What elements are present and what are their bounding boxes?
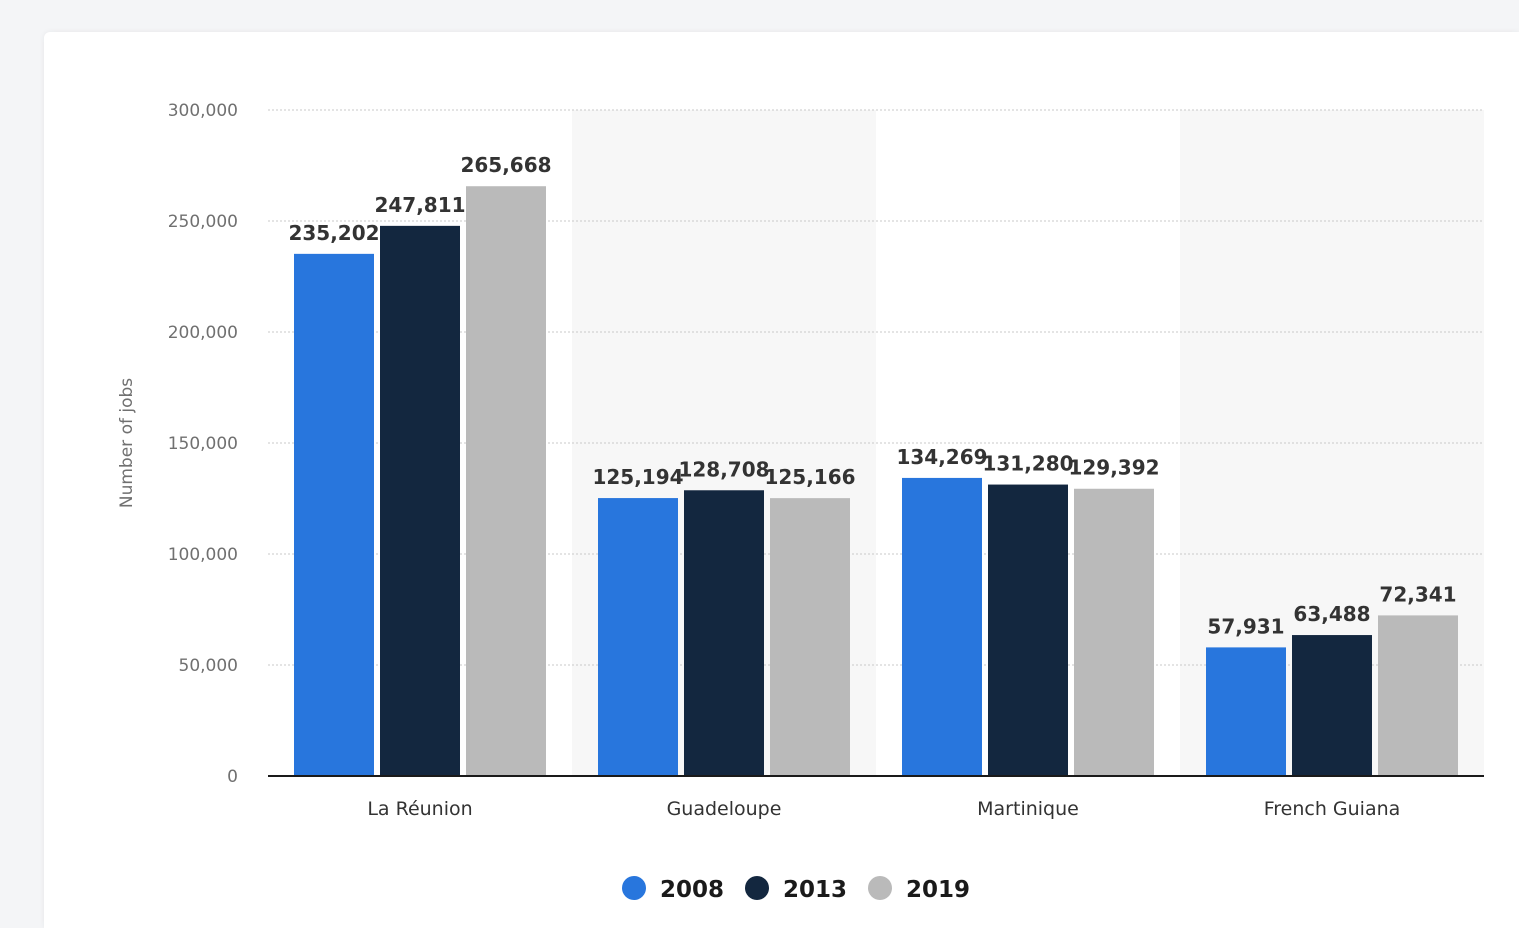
bar[interactable] (988, 484, 1068, 776)
data-label: 57,931 (1207, 614, 1284, 638)
bar[interactable] (1378, 615, 1458, 776)
data-label: 125,166 (764, 465, 855, 489)
x-tick-label: Martinique (977, 798, 1079, 820)
bar[interactable] (1074, 488, 1154, 776)
legend-marker (868, 876, 892, 900)
y-axis-title: Number of jobs (117, 378, 137, 508)
bar[interactable] (380, 225, 460, 777)
bar[interactable] (1292, 635, 1372, 776)
bar[interactable] (770, 498, 850, 776)
bar[interactable] (598, 498, 678, 776)
x-axis-labels: La Réunion Guadeloupe Martinique French Gui… (367, 798, 1400, 820)
legend-marker (745, 876, 769, 900)
y-tick-label: 0 (227, 767, 238, 787)
y-tick-label: 150,000 (168, 434, 238, 454)
legend: 2008 2013 2019 (622, 876, 970, 903)
x-tick-label: La Réunion (367, 798, 472, 820)
data-label: 72,341 (1379, 582, 1456, 606)
data-label: 131,280 (982, 452, 1073, 476)
bar[interactable] (466, 186, 546, 776)
x-tick-label: French Guiana (1264, 798, 1401, 820)
legend-item[interactable]: 2013 (745, 876, 847, 903)
data-label: 128,708 (678, 457, 769, 481)
bar[interactable] (294, 253, 374, 776)
legend-label: 2013 (783, 877, 847, 903)
bar[interactable] (684, 490, 764, 776)
gridlines (268, 109, 1484, 666)
legend-marker (622, 876, 646, 900)
y-tick-label: 50,000 (179, 656, 238, 676)
data-label: 247,811 (374, 193, 465, 217)
y-tick-label: 250,000 (168, 212, 238, 232)
bars: 235,202 247,811 265,668 125,194128,708125,1… (288, 153, 1458, 777)
data-label: 235,202 (288, 221, 379, 245)
data-label: 129,392 (1068, 456, 1159, 480)
legend-label: 2019 (906, 877, 970, 903)
data-label: 134,269 (896, 445, 987, 469)
legend-item[interactable]: 2008 (622, 876, 724, 903)
data-label: 125,194 (592, 465, 683, 489)
y-tick-label: 100,000 (168, 545, 238, 565)
bar[interactable] (1206, 647, 1286, 776)
y-tick-label: 200,000 (168, 323, 238, 343)
x-tick-label: Guadeloupe (667, 798, 782, 820)
y-axis-ticks: 0 50,000 100,000 150,000 200,000 250,000 300,0… (168, 101, 238, 787)
legend-label: 2008 (660, 877, 724, 903)
y-tick-label: 300,000 (168, 101, 238, 121)
legend-item[interactable]: 2019 (868, 876, 970, 903)
data-label: 265,668 (460, 153, 551, 177)
data-label: 63,488 (1293, 602, 1370, 626)
bar[interactable] (902, 477, 982, 776)
